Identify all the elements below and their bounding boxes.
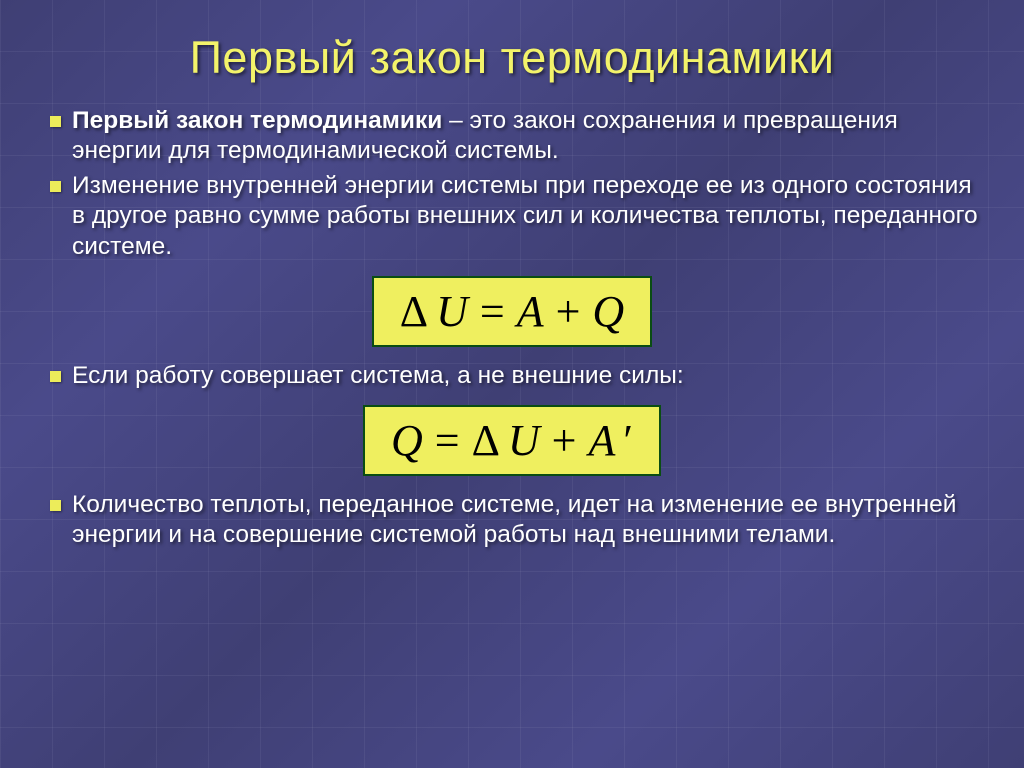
- formula-2-A: A: [589, 415, 616, 466]
- formula-1-Q: Q: [592, 286, 624, 337]
- formula-2-Q: Q: [391, 415, 423, 466]
- formula-1-U: U: [436, 286, 468, 337]
- formula-1-eq: =: [476, 286, 509, 337]
- formula-2-prime: ′: [623, 415, 633, 466]
- formula-2: Q = ΔU + A′: [363, 405, 661, 476]
- formula-1-wrap: ΔU = A + Q: [42, 276, 982, 347]
- formula-1-A: A: [517, 286, 544, 337]
- formula-2-delta: Δ: [472, 415, 500, 466]
- bullet-2: Изменение внутренней энергии системы при…: [42, 171, 982, 261]
- bullet-list-2: Если работу совершает система, а не внеш…: [42, 361, 982, 391]
- slide-root: Первый закон термодинамики Первый закон …: [0, 0, 1024, 768]
- formula-1-delta: Δ: [400, 286, 428, 337]
- bullet-1-term: Первый закон термодинамики: [72, 107, 442, 134]
- bullet-1: Первый закон термодинамики – это закон с…: [42, 106, 982, 166]
- formula-2-eq: =: [431, 415, 464, 466]
- formula-2-plus: +: [548, 415, 581, 466]
- formula-2-U: U: [508, 415, 540, 466]
- bullet-4: Количество теплоты, переданное системе, …: [42, 490, 982, 550]
- formula-2-wrap: Q = ΔU + A′: [42, 405, 982, 476]
- bullet-list: Первый закон термодинамики – это закон с…: [42, 106, 982, 262]
- bullet-list-3: Количество теплоты, переданное системе, …: [42, 490, 982, 550]
- formula-1: ΔU = A + Q: [372, 276, 652, 347]
- slide-title: Первый закон термодинамики: [42, 32, 982, 84]
- formula-1-plus: +: [552, 286, 585, 337]
- bullet-3: Если работу совершает система, а не внеш…: [42, 361, 982, 391]
